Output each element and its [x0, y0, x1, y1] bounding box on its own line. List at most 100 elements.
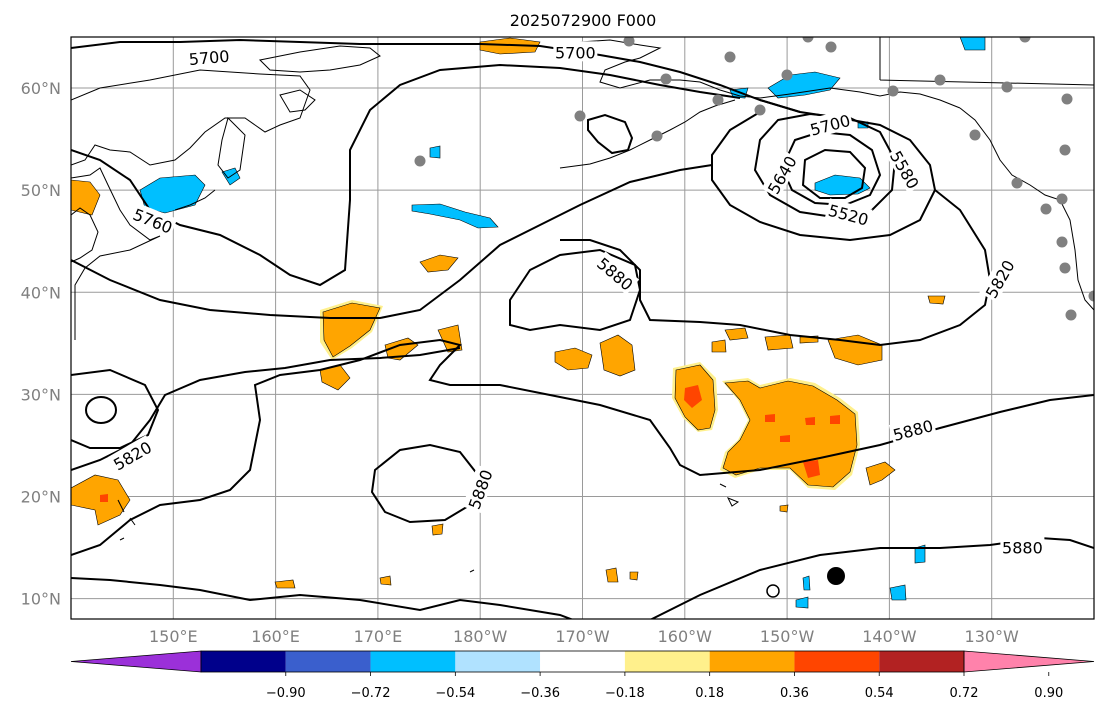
colorbar-swatch	[709, 651, 795, 672]
contour-small-ring	[84, 396, 118, 424]
coastline-aleutians	[559, 99, 736, 169]
colorbar-tick-label: 0.72	[950, 686, 979, 701]
station-dot	[1059, 262, 1071, 274]
coastline-kamchatka	[217, 117, 246, 179]
colorbar-swatch	[624, 651, 710, 672]
contour-label: 5880	[888, 413, 937, 445]
gridlines	[71, 37, 1094, 619]
shade-blue	[429, 145, 441, 159]
station-dot	[1065, 309, 1077, 321]
contour-5880-island	[370, 443, 480, 524]
station-dot	[574, 110, 586, 122]
station-dot	[712, 94, 724, 106]
station-dot	[934, 74, 946, 86]
colorbar-tick-label: −0.36	[520, 686, 560, 701]
coastline-canada-arctic	[879, 37, 1094, 86]
lon-tick-label: 150°E	[149, 627, 198, 646]
shade-blue	[767, 71, 841, 99]
lon-tick-label: 140°W	[862, 627, 917, 646]
lon-tick-label: 170°E	[354, 627, 403, 646]
station-dot	[754, 104, 766, 116]
shade-orange	[827, 334, 883, 366]
station-dot	[887, 85, 899, 97]
contour-5700	[71, 38, 801, 113]
station-dot	[781, 69, 793, 81]
station-dot	[724, 51, 736, 63]
svg-text:5880: 5880	[891, 416, 935, 445]
shade-orange	[437, 324, 463, 353]
shade-orange	[927, 295, 946, 305]
shade-blue	[914, 544, 926, 564]
colorbar-swatch	[794, 651, 880, 672]
cyclone-marker	[827, 567, 845, 585]
figure-title: 2025072900 F000	[510, 11, 657, 30]
shade-orange	[764, 334, 794, 351]
negative-shading	[139, 37, 986, 609]
contour-5880-south	[71, 536, 1094, 619]
colorbar-swatch	[370, 651, 456, 672]
coastline-asia	[71, 69, 311, 166]
lon-tick-label: 180°W	[453, 627, 508, 646]
station-dot	[1019, 37, 1031, 43]
contour-5520	[801, 148, 867, 199]
map-frame	[70, 36, 1095, 620]
colorbar-tick-label: −0.18	[605, 686, 645, 701]
shade-blue	[411, 203, 499, 229]
lat-tick-label: 20°N	[21, 487, 61, 506]
lat-tick-label: 50°N	[21, 181, 61, 200]
lon-tick-label: 130°W	[965, 627, 1020, 646]
station-dot	[1011, 177, 1023, 189]
lat-tick-label: 40°N	[21, 283, 61, 302]
colorbar	[70, 650, 1095, 673]
colorbar-tick-label: −0.72	[351, 686, 391, 701]
contour-5700	[711, 99, 937, 242]
contour-label: 5880	[462, 464, 497, 514]
colorbar-tick-label: 0.36	[780, 686, 809, 701]
station-dot	[1061, 93, 1073, 105]
shade-orange	[865, 461, 896, 486]
shade-orange	[71, 179, 101, 216]
coastline-alaska	[579, 39, 961, 109]
shade-orange	[431, 523, 444, 536]
contour-5760	[71, 63, 741, 287]
station-dot	[1059, 144, 1071, 156]
colorbar-swatch	[455, 651, 541, 672]
station-dot	[1040, 203, 1052, 215]
colorbar-tick-label: −0.54	[435, 686, 475, 701]
shade-orange	[554, 347, 593, 371]
shade-orange	[379, 575, 392, 586]
station-dot	[1056, 193, 1068, 205]
contour-label: 5880	[592, 251, 640, 295]
shade-orange	[605, 567, 619, 583]
lat-tick-label: 10°N	[21, 590, 61, 609]
shade-blue	[139, 174, 206, 214]
coastline-nw-america	[959, 107, 1094, 311]
shade-blue	[889, 584, 907, 601]
station-markers	[414, 37, 1094, 598]
shade-orange	[274, 579, 296, 589]
svg-text:5880: 5880	[1002, 539, 1043, 558]
station-dot	[802, 37, 814, 43]
contour-5820	[560, 189, 992, 347]
contour-5820-ring	[71, 368, 160, 449]
station-dot	[414, 155, 426, 167]
positive-shading	[71, 37, 946, 589]
coastline-hawaii	[704, 473, 740, 507]
shade-blue	[814, 174, 871, 196]
shade-orange	[711, 339, 727, 353]
contour-label: 5700	[186, 44, 232, 69]
lon-tick-label: 150°W	[760, 627, 815, 646]
station-dot	[1001, 81, 1013, 93]
coastline-bering	[279, 89, 316, 113]
contour-label: 5880	[1000, 536, 1045, 558]
colorbar-swatch	[285, 651, 371, 672]
shade-blue	[802, 575, 811, 591]
colorbar-tick-label: 0.54	[865, 686, 894, 701]
shade-orange	[629, 571, 639, 581]
latitude-labels: 10°N 20°N 30°N 40°N 50°N 60°N	[21, 79, 61, 609]
contour-5880	[509, 248, 642, 332]
colorbar-tick-label: 0.18	[695, 686, 724, 701]
lon-tick-label: 170°W	[555, 627, 610, 646]
